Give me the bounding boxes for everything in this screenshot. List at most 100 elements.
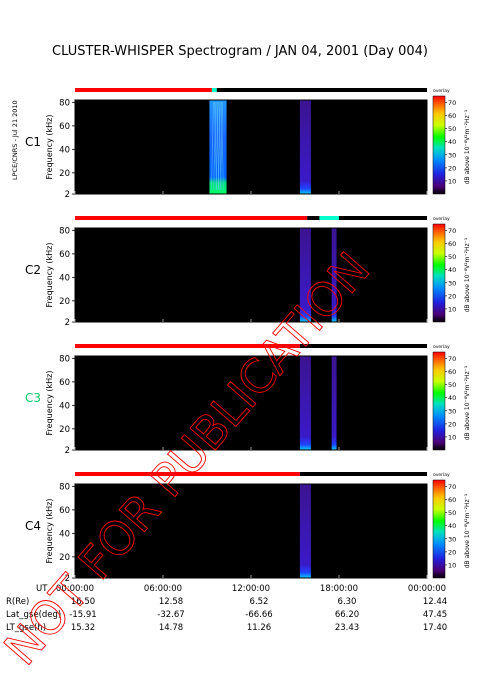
- ephemeris-value: 06:00:00: [144, 584, 182, 594]
- colorbar-tick-label: 70: [448, 99, 456, 107]
- colorbar-tick-label: 40: [448, 138, 456, 146]
- colorbar: [432, 479, 446, 579]
- y-tick-label: 20: [59, 169, 70, 179]
- panel-c2: 2 20 40 60 80 Frequency (kHz) C2 overlay 10 20 30 4…: [25, 216, 471, 328]
- y-tick-label: 2: [65, 318, 70, 328]
- status-segment: [216, 88, 427, 92]
- emission-streak: [211, 101, 214, 191]
- ephemeris-value: 17.40: [423, 623, 447, 633]
- ephemeris-value: 23.43: [335, 623, 359, 633]
- emission-streak: [217, 101, 221, 191]
- emission-band: [299, 484, 311, 578]
- ephemeris-value: 47.45: [423, 610, 447, 620]
- colorbar-tick-label: 70: [448, 483, 456, 491]
- emission-band: [299, 228, 311, 322]
- emission-band: [331, 356, 337, 450]
- ephemeris-value: 00:00:00: [56, 584, 94, 594]
- plot-area: [75, 228, 427, 322]
- status-segment: [75, 344, 300, 348]
- emission-band: [331, 228, 337, 322]
- ephemeris-row-label: Lat_gse(deg): [6, 610, 61, 620]
- y-tick-label: 80: [59, 482, 70, 492]
- y-axis-label: Frequency (kHz): [45, 115, 54, 180]
- emission-band: [299, 356, 311, 450]
- colorbar: [432, 223, 446, 323]
- colorbar-tick-label: 30: [448, 279, 456, 287]
- y-tick-label: 60: [59, 250, 70, 260]
- y-tick-label: 80: [59, 98, 70, 108]
- colorbar-tick-label: 50: [448, 253, 456, 261]
- y-tick-label: 20: [59, 553, 70, 563]
- colorbar-tick-label: 20: [448, 420, 456, 428]
- y-axis-label: Frequency (kHz): [45, 499, 54, 564]
- colorbar-tick-label: 60: [448, 112, 456, 120]
- ephemeris-row-label: R(Re): [6, 597, 29, 607]
- colorbar-tick-label: 30: [448, 535, 456, 543]
- colorbar-tick-label: 30: [448, 151, 456, 159]
- y-tick-label: 40: [59, 529, 70, 539]
- colorbar-tick-label: 40: [448, 266, 456, 274]
- y-tick-label: 40: [59, 401, 70, 411]
- colorbar-tick-label: 60: [448, 496, 456, 504]
- colorbar-tick-label: 70: [448, 355, 456, 363]
- colorbar-tick-label: 40: [448, 522, 456, 530]
- status-segment: [339, 216, 427, 220]
- colorbar-tick-label: 10: [448, 561, 456, 569]
- y-tick-label: 80: [59, 354, 70, 364]
- colorbar-label: dB above 10⁻⁸V²m⁻²Hz⁻¹: [464, 493, 471, 568]
- panels-group: 2 20 40 60 80 Frequency (kHz) C1 overlay 10 20 30 4…: [25, 88, 471, 584]
- colorbar-label: dB above 10⁻⁸V²m⁻²Hz⁻¹: [464, 365, 471, 440]
- colorbar-tick-label: 60: [448, 240, 456, 248]
- y-tick-label: 2: [65, 190, 70, 200]
- panel-c4: 2 20 40 60 80 Frequency (kHz) C4 overlay 10 20 30 4…: [25, 472, 471, 584]
- colorbar-label: dB above 10⁻⁸V²m⁻²Hz⁻¹: [464, 237, 471, 312]
- colorbar: [432, 351, 446, 451]
- colorbar-tick-label: 30: [448, 407, 456, 415]
- colorbar-tick-label: 50: [448, 509, 456, 517]
- colorbar-tick-label: 20: [448, 164, 456, 172]
- y-axis-label: Frequency (kHz): [45, 243, 54, 308]
- y-tick-label: 20: [59, 425, 70, 435]
- status-segment: [299, 344, 427, 348]
- ephemeris-value: 66.20: [335, 610, 359, 620]
- status-segment: [75, 472, 300, 476]
- ephemeris-value: 6.30: [338, 597, 357, 607]
- ephemeris-value: -32.67: [157, 610, 184, 620]
- status-segment: [211, 88, 217, 92]
- spacecraft-label: C4: [25, 519, 41, 533]
- spacecraft-label: C1: [25, 135, 41, 149]
- ephemeris-value: 12.58: [159, 597, 183, 607]
- y-tick-label: 40: [59, 145, 70, 155]
- credit-label: LPCE/CNRS - Jul 21 2010: [11, 100, 19, 180]
- colorbar-tick-label: 50: [448, 125, 456, 133]
- ephemeris-value: 11.26: [247, 623, 271, 633]
- ephemeris-value: -66.66: [245, 610, 272, 620]
- colorbar-tick-label: 60: [448, 368, 456, 376]
- colorbar-tick-label: 20: [448, 292, 456, 300]
- y-tick-label: 60: [59, 506, 70, 516]
- colorbar-tick-label: 10: [448, 433, 456, 441]
- emission-streak: [213, 101, 217, 191]
- ephemeris-row-label: UT: [36, 584, 48, 594]
- plot-area: [75, 484, 427, 578]
- ephemeris-value: 6.52: [250, 597, 269, 607]
- spacecraft-label: C2: [25, 263, 41, 277]
- panel-c1: 2 20 40 60 80 Frequency (kHz) C1 overlay 10 20 30 4…: [25, 88, 471, 200]
- ephemeris-row-label: LT_gse(h): [6, 623, 46, 633]
- colorbar-tag: overlay: [433, 216, 450, 222]
- colorbar-tick-label: 40: [448, 394, 456, 402]
- ephemeris-value: 16.50: [71, 597, 95, 607]
- y-axis-label: Frequency (kHz): [45, 371, 54, 436]
- ephemeris-table: UT 00:00:00 06:00:00 12:00:00 18:00:00 00:00:…: [6, 584, 447, 633]
- status-segment: [319, 216, 339, 220]
- y-tick-label: 2: [65, 446, 70, 456]
- emission-band: [299, 100, 311, 194]
- status-segment: [75, 88, 212, 92]
- colorbar-tick-label: 20: [448, 548, 456, 556]
- colorbar-tick-label: 70: [448, 227, 456, 235]
- plot-area: [75, 100, 427, 194]
- emission-streak: [220, 101, 223, 191]
- ephemeris-value: -15.91: [69, 610, 96, 620]
- y-tick-label: 60: [59, 378, 70, 388]
